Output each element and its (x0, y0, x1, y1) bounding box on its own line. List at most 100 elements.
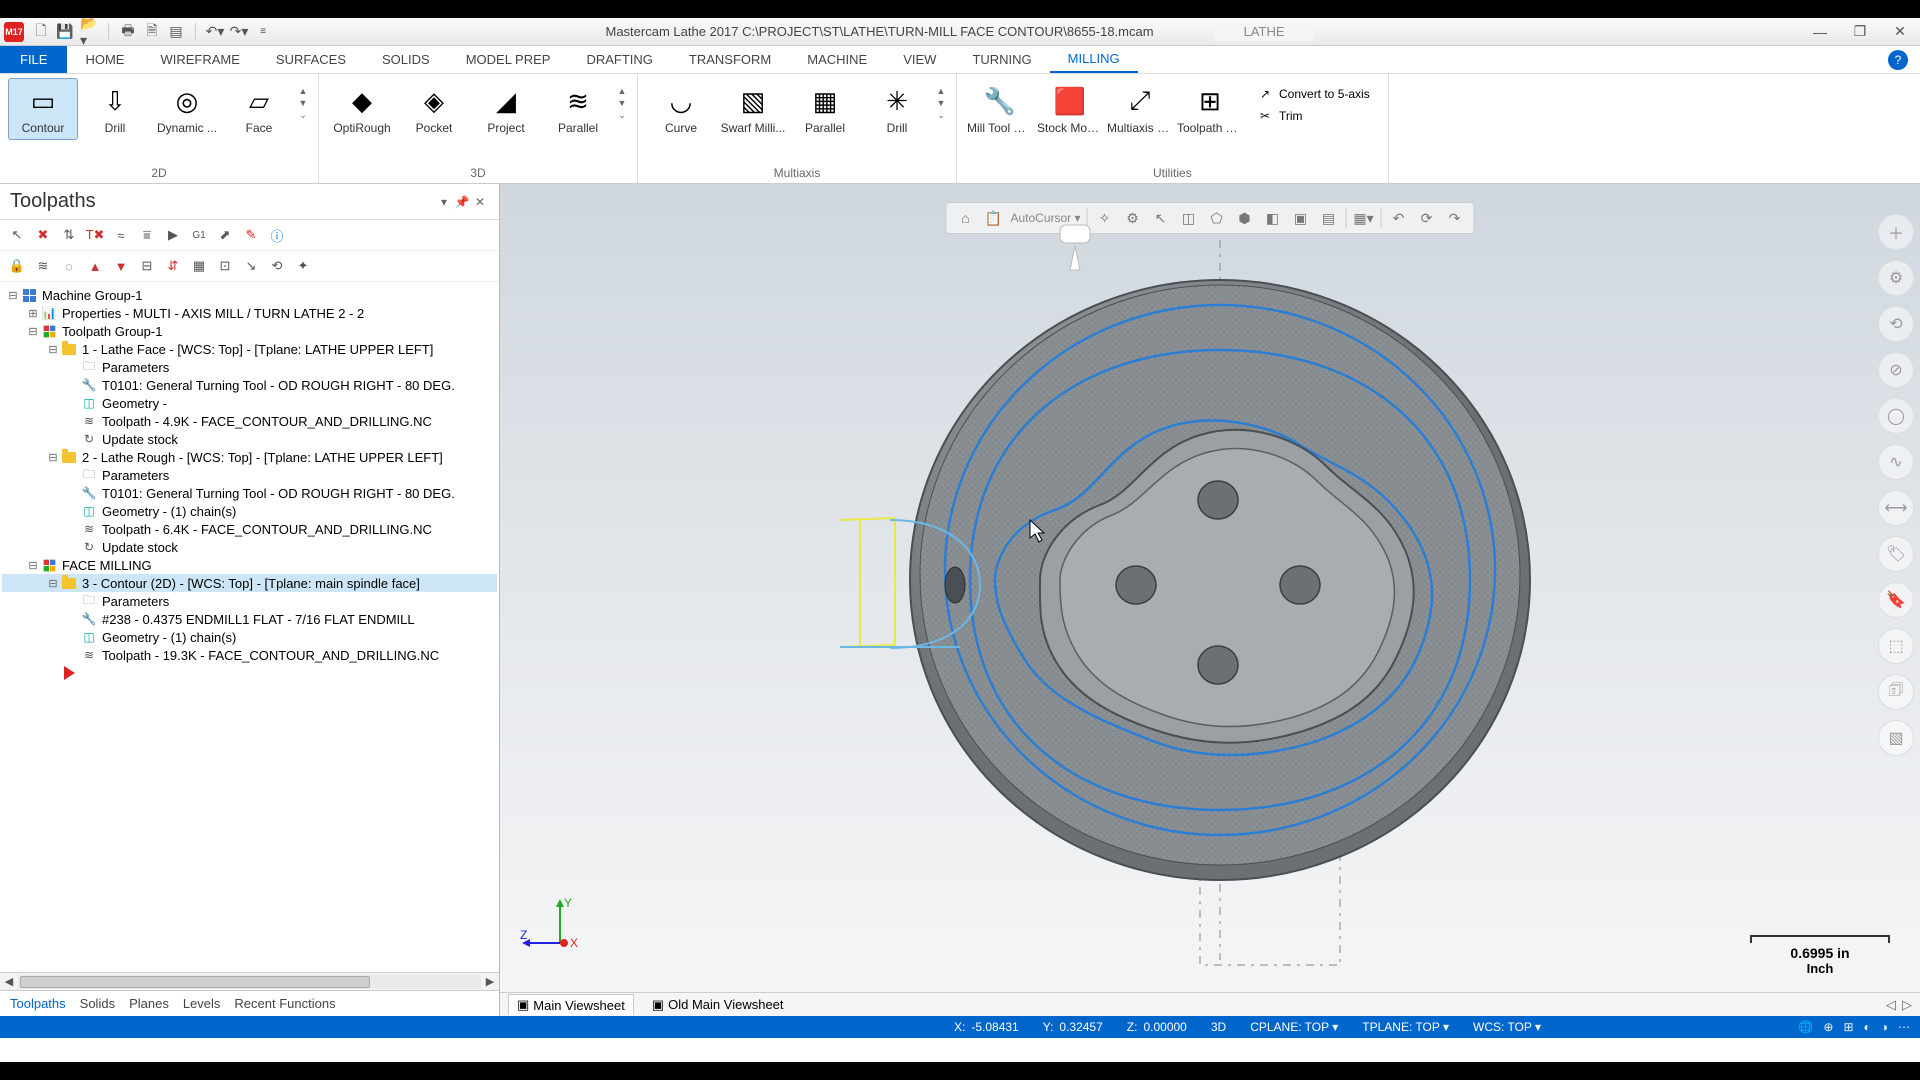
scroll-right-icon[interactable]: ▶ (481, 975, 499, 988)
status-target-icon[interactable]: ⊕ (1823, 1020, 1833, 1034)
ghost-icon[interactable]: ◌ (58, 255, 80, 277)
rg-note-icon[interactable]: 🗊 (1878, 674, 1914, 710)
tree-node[interactable] (2, 664, 497, 682)
bottom-tab-recent-functions[interactable]: Recent Functions (234, 996, 335, 1011)
ribbon-tab-surfaces[interactable]: SURFACES (258, 46, 364, 73)
doc-icon[interactable]: 🗎 (143, 23, 161, 41)
ribbon-btn-swarf-milli-[interactable]: ▧Swarf Milli... (718, 78, 788, 140)
group-expand-icon[interactable]: ⌄ (615, 110, 629, 121)
scroll-thumb[interactable] (20, 976, 370, 988)
tree-node[interactable]: ◫Geometry - (1) chain(s) (2, 502, 497, 520)
ribbon-btn-drill[interactable]: ✳Drill (862, 78, 932, 140)
viewport[interactable]: ⌂ 📋 AutoCursor ▾ ✧ ⚙ ↖ ◫ ⬠ ⬢ ◧ ▣ ▤ ▦▾ ↶ … (500, 184, 1920, 1016)
ribbon-btn-contour[interactable]: ▭Contour (8, 78, 78, 140)
ribbon-btn-dynamic-[interactable]: ◎Dynamic ... (152, 78, 222, 140)
layers-icon[interactable]: ▤ (167, 23, 185, 41)
rg-plus-icon[interactable]: ＋ (1878, 214, 1914, 250)
group-down-icon[interactable]: ▼ (615, 98, 629, 108)
ribbon-btn-optirough[interactable]: ◆OptiRough (327, 78, 397, 140)
up-icon[interactable]: ▲ (84, 255, 106, 277)
tree-toggle-icon[interactable]: ⊟ (6, 289, 20, 302)
ribbon-btn-parallel[interactable]: ▦Parallel (790, 78, 860, 140)
redo-icon[interactable]: ↷▾ (230, 23, 248, 41)
tree-node[interactable]: ⊟2 - Lathe Rough - [WCS: Top] - [Tplane:… (2, 448, 497, 466)
ribbon-tab-solids[interactable]: SOLIDS (364, 46, 448, 73)
rg-block-icon[interactable]: ⊘ (1878, 352, 1914, 388)
scroll-left-icon[interactable]: ◀ (0, 975, 18, 988)
panel-close-icon[interactable]: ✕ (471, 195, 489, 209)
backplot-icon[interactable]: ▶ (162, 224, 184, 246)
help-button[interactable]: ? (1888, 50, 1908, 70)
group-up-icon[interactable]: ▲ (296, 86, 310, 96)
display-icon[interactable]: ≋ (32, 255, 54, 277)
regen-all-icon[interactable]: ⩸ (136, 224, 158, 246)
rg-cube-icon[interactable]: ⬚ (1878, 628, 1914, 664)
tree-toggle-icon[interactable]: ⊟ (26, 559, 40, 572)
panel-pin-icon[interactable]: 📌 (453, 195, 471, 209)
tree-node[interactable]: ⊟Toolpath Group-1 (2, 322, 497, 340)
regen-icon[interactable]: ≈ (110, 224, 132, 246)
tree-node[interactable]: ◫Geometry - (1) chain(s) (2, 628, 497, 646)
status-more-icon[interactable]: ⋯ (1898, 1020, 1910, 1034)
save-icon[interactable]: 💾 (56, 23, 74, 41)
ribbon-tab-milling[interactable]: MILLING (1050, 46, 1138, 73)
tree-node[interactable]: 🗀Parameters (2, 466, 497, 484)
ribbon-btn-parallel[interactable]: ≋Parallel (543, 78, 613, 140)
maximize-button[interactable]: ❐ (1840, 19, 1880, 45)
status-shade-icon[interactable]: ◑ (1881, 1020, 1888, 1034)
status-cplane[interactable]: CPLANE: TOP ▾ (1250, 1020, 1338, 1034)
close-button[interactable]: ✕ (1880, 19, 1920, 45)
vs-prev-icon[interactable]: ◁ (1886, 997, 1896, 1013)
filter-icon[interactable]: T✖ (84, 224, 106, 246)
ribbon-tab-view[interactable]: VIEW (885, 46, 954, 73)
info-icon[interactable]: ⓘ (266, 224, 288, 246)
ribbon-btn-mill-tool-manager[interactable]: 🔧Mill Tool Manager (965, 78, 1035, 140)
select-icon[interactable]: ↖ (6, 224, 28, 246)
bottom-tab-solids[interactable]: Solids (80, 996, 115, 1011)
tree-toggle-icon[interactable]: ⊟ (46, 343, 60, 356)
refresh-icon[interactable]: ⟲ (266, 255, 288, 277)
tree-toggle-icon[interactable]: ⊟ (46, 451, 60, 464)
ribbon-tab-machine[interactable]: MACHINE (789, 46, 885, 73)
tree-node[interactable]: ⊟1 - Lathe Face - [WCS: Top] - [Tplane: … (2, 340, 497, 358)
tree-node[interactable]: 🔧T0101: General Turning Tool - OD ROUGH … (2, 484, 497, 502)
ribbon-tab-model-prep[interactable]: MODEL PREP (448, 46, 569, 73)
status-wire-icon[interactable]: ⊞ (1843, 1020, 1853, 1034)
collapse-icon[interactable]: ⊟ (136, 255, 158, 277)
bottom-tab-levels[interactable]: Levels (183, 996, 221, 1011)
tree-node[interactable]: 🗀Parameters (2, 358, 497, 376)
ribbon-tab-drafting[interactable]: DRAFTING (568, 46, 670, 73)
status-mode[interactable]: 3D (1211, 1020, 1226, 1034)
file-tab[interactable]: FILE (0, 46, 67, 73)
group-up-icon[interactable]: ▲ (615, 86, 629, 96)
ribbon-btn-stock-model-[interactable]: 🟥Stock Model ▾ (1035, 78, 1105, 140)
wand-icon[interactable]: ✦ (292, 255, 314, 277)
viewsheet-tab[interactable]: ▣Main Viewsheet (508, 994, 634, 1015)
tree-node[interactable]: ↻Update stock (2, 430, 497, 448)
ribbon-btn-drill[interactable]: ⇩Drill (80, 78, 150, 140)
tree-h-scrollbar[interactable]: ◀ ▶ (0, 972, 499, 990)
vs-next-icon[interactable]: ▷ (1902, 997, 1912, 1013)
util-trim[interactable]: ✂Trim (1251, 106, 1376, 126)
tree-node[interactable]: 🔧T0101: General Turning Tool - OD ROUGH … (2, 376, 497, 394)
tree-node[interactable]: ≋Toolpath - 4.9K - FACE_CONTOUR_AND_DRIL… (2, 412, 497, 430)
scroll-track[interactable] (18, 975, 481, 989)
status-globe-icon[interactable]: 🌐 (1798, 1020, 1813, 1034)
status-solid-icon[interactable]: ◐ (1864, 1020, 1871, 1034)
ribbon-btn-toolpath-transform[interactable]: ⊞Toolpath Transform (1175, 78, 1245, 140)
tree-node[interactable]: ⊟Machine Group-1 (2, 286, 497, 304)
edit-icon[interactable]: ✎ (240, 224, 262, 246)
swap-icon[interactable]: ⇵ (162, 255, 184, 277)
group-expand-icon[interactable]: ⌄ (296, 110, 310, 121)
undo-icon[interactable]: ↶▾ (206, 23, 224, 41)
tree-node[interactable]: 🗀Parameters (2, 592, 497, 610)
tree-node[interactable]: ⊟FACE MILLING (2, 556, 497, 574)
ribbon-btn-multiaxis-linking[interactable]: ⤢Multiaxis Linking (1105, 78, 1175, 140)
lock-icon[interactable]: 🔒 (6, 255, 28, 277)
rg-tag2-icon[interactable]: 🔖 (1878, 582, 1914, 618)
tree-node[interactable]: ↻Update stock (2, 538, 497, 556)
tree-toggle-icon[interactable]: ⊟ (46, 577, 60, 590)
rg-color-icon[interactable]: ▧ (1878, 720, 1914, 756)
bottom-tab-planes[interactable]: Planes (129, 996, 169, 1011)
rg-rotate-icon[interactable]: ⟲ (1878, 306, 1914, 342)
